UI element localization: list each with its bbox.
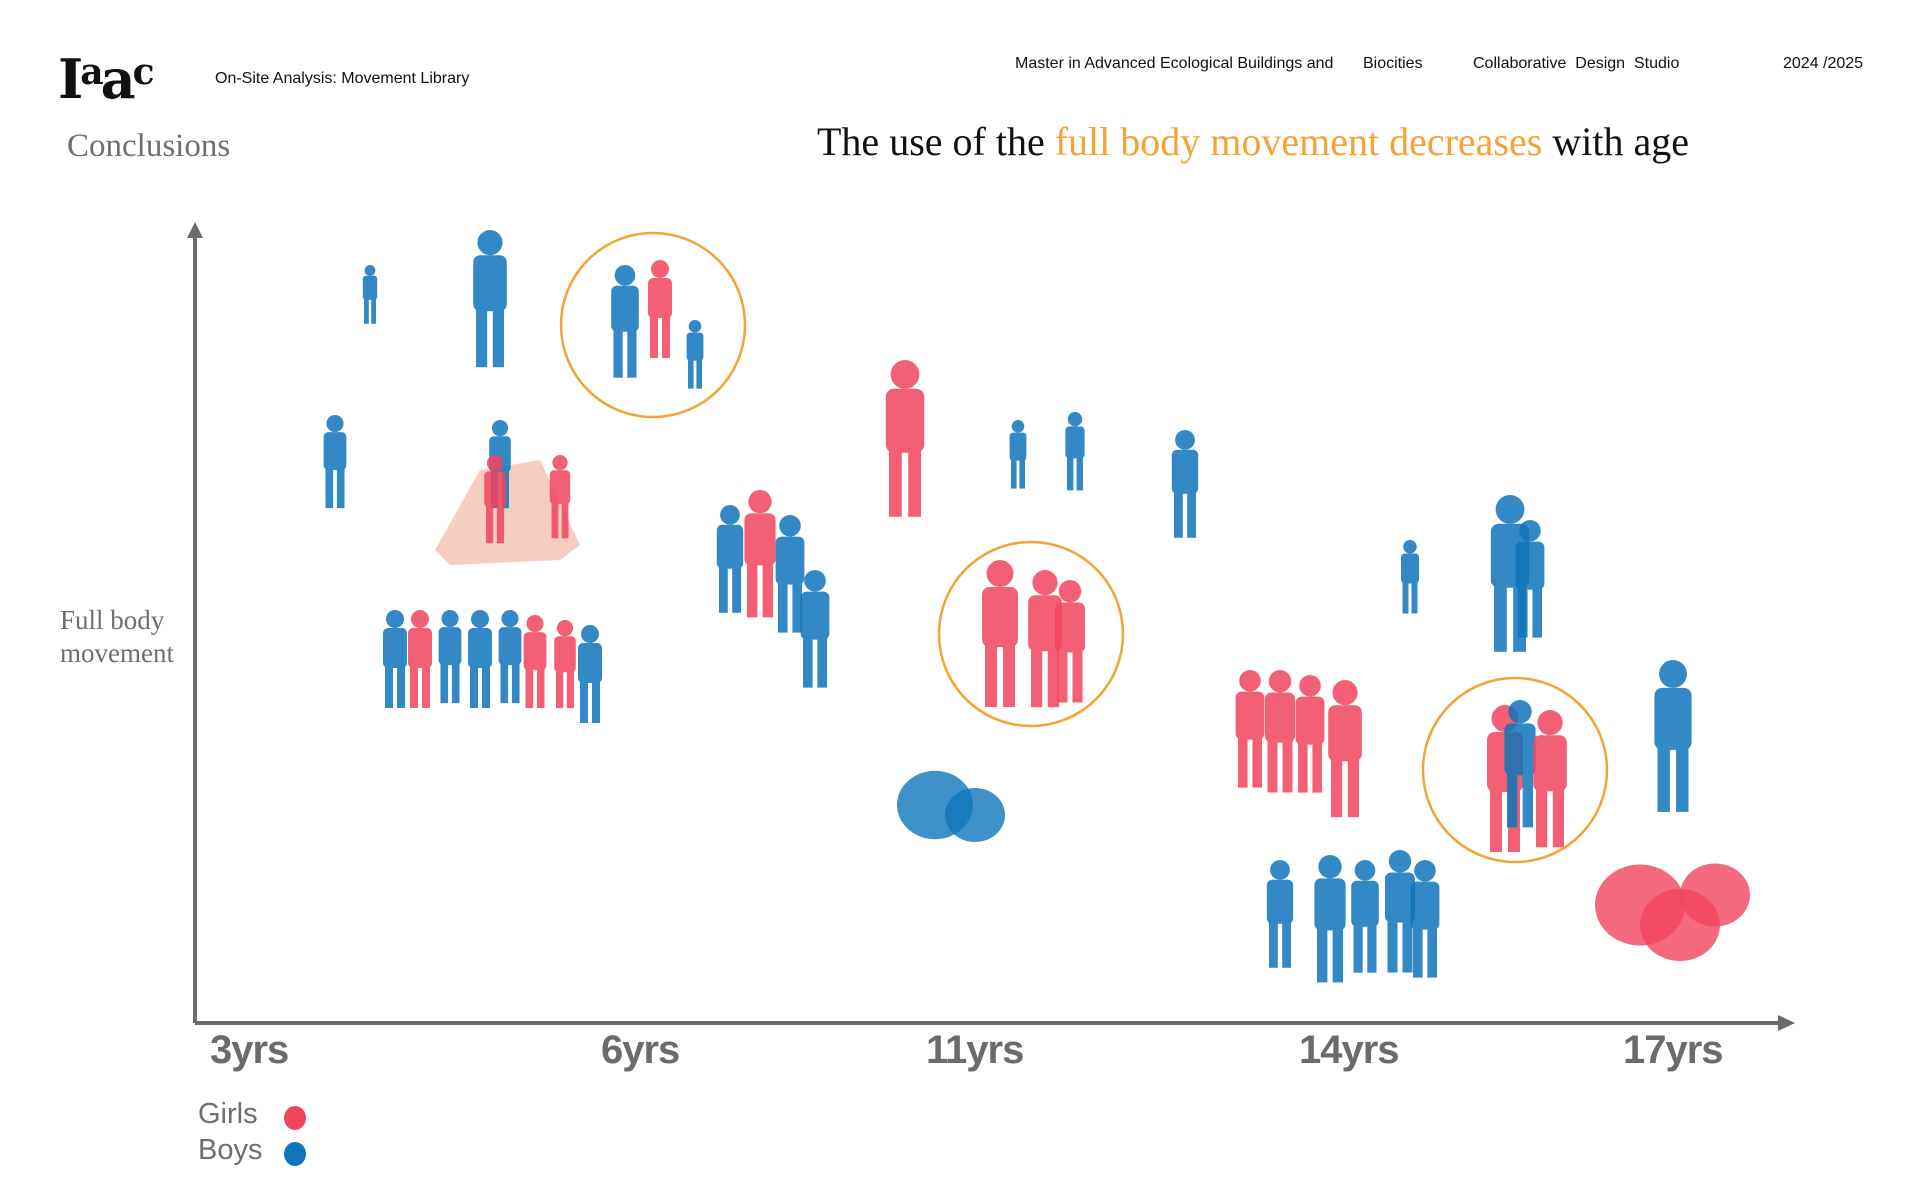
child-figure (484, 455, 506, 544)
child-figure (648, 260, 672, 358)
girls-dot-icon (284, 1106, 306, 1130)
child-figure (554, 620, 576, 709)
highlight-circle (1421, 676, 1609, 864)
child-figure (716, 505, 744, 613)
child-figure (744, 490, 776, 618)
highlight-circle (937, 540, 1125, 728)
child-figure (1515, 520, 1545, 638)
title-highlight: full body movement decreases (1054, 119, 1543, 164)
child-figure (549, 455, 571, 539)
child-figure (1235, 670, 1265, 788)
page-title: The use of the full body movement decrea… (817, 118, 1689, 165)
child-figure (1654, 660, 1692, 812)
child-group-blob (945, 788, 1005, 842)
child-figure (1504, 700, 1536, 828)
iaac-logo: Iaac (58, 47, 155, 111)
child-figure (362, 265, 378, 324)
legend-girls: Girls (198, 1098, 306, 1131)
child-figure (1055, 580, 1085, 703)
child-figure (800, 570, 830, 688)
child-figure (1266, 860, 1294, 968)
child-figure (1009, 420, 1027, 489)
child-figure (982, 560, 1018, 707)
studio-label: Collaborative Design Studio (1473, 55, 1680, 72)
child-figure (1401, 540, 1419, 614)
program-label-2: Biocities (1363, 55, 1423, 72)
child-figure (1385, 850, 1415, 973)
child-figure (1265, 670, 1295, 793)
child-figure (323, 415, 347, 509)
x-tick-label: 17yrs (1623, 1028, 1724, 1072)
y-axis-arrow (187, 222, 203, 238)
boys-dot-icon (284, 1142, 306, 1166)
child-figure (1065, 412, 1085, 491)
child-figure (438, 610, 462, 704)
year-label: 2024 /2025 (1783, 55, 1864, 72)
play-structure (435, 460, 580, 565)
legend-label: Girls (198, 1098, 258, 1130)
child-figure (578, 625, 602, 723)
legend-boys: Boys (198, 1134, 306, 1167)
program-label: Master in Advanced Ecological Buildings … (1015, 55, 1334, 72)
x-axis-arrow (1778, 1015, 1795, 1031)
x-tick-label: 3yrs (210, 1028, 289, 1072)
y-axis-label: Full body movement (60, 605, 174, 668)
x-tick-label: 11yrs (926, 1028, 1024, 1072)
child-figure (611, 265, 639, 378)
child-group-blob (1680, 863, 1750, 927)
legend-label: Boys (198, 1134, 263, 1166)
child-figure (885, 360, 925, 517)
title-pre: The use of the (817, 119, 1055, 164)
title-post: with age (1542, 119, 1689, 164)
child-figure (468, 610, 492, 708)
child-figure (1314, 855, 1346, 983)
child-figure (498, 610, 522, 704)
child-figure (1171, 430, 1199, 538)
x-tick-label: 6yrs (601, 1028, 680, 1072)
subtitle: On-Site Analysis: Movement Library (215, 70, 470, 87)
child-figure (473, 230, 507, 368)
child-figure (1328, 680, 1362, 818)
child-figure (383, 610, 407, 708)
child-figure (1410, 860, 1440, 978)
child-figure (523, 615, 547, 709)
child-figure (1028, 570, 1062, 708)
highlight-circle (559, 231, 747, 419)
child-figure (775, 515, 805, 633)
x-tick-label: 14yrs (1299, 1028, 1400, 1072)
child-figure (1351, 860, 1379, 973)
child-figure (1295, 675, 1325, 793)
section-title: Conclusions (67, 128, 231, 164)
child-figure (408, 610, 432, 708)
child-figure (686, 320, 704, 389)
child-figure (1533, 710, 1567, 848)
